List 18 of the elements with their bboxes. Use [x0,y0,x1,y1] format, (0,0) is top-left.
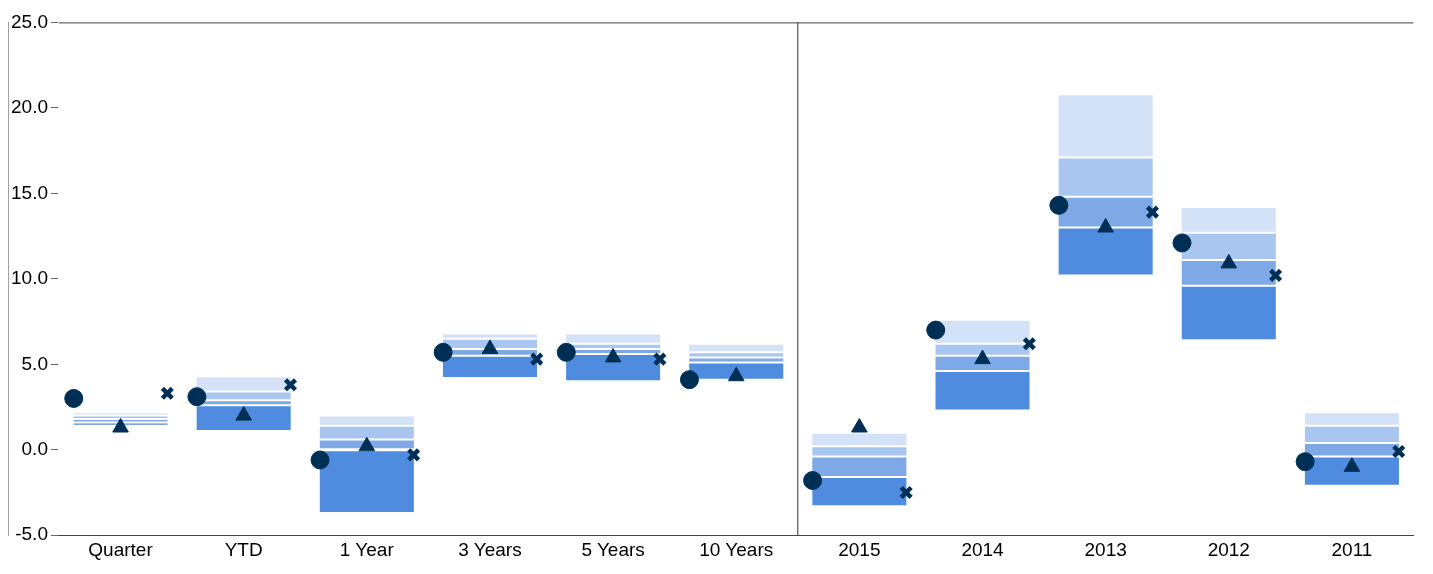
x-tick-label: YTD [224,538,263,560]
x-tick-label: 2014 [961,538,1005,560]
x-tick-label: 2012 [1207,538,1250,560]
x-tick-label: 1 Year [339,538,395,560]
y-tick-label: 25.0 [11,10,48,32]
y-tick-label: 0.0 [21,437,48,459]
x-tick-label: 2015 [838,538,881,560]
x-tick-label: 5 Years [581,538,645,560]
y-tick-label: 20.0 [11,96,48,118]
y-tick-label: 10.0 [11,267,48,289]
x-tick-label: Quarter [88,538,154,560]
x-tick-label: 10 Years [699,538,774,560]
x-tick-label: 3 Years [458,538,522,560]
x-tick-label: 2011 [1331,538,1373,560]
y-tick-label: -5.0 [15,523,48,545]
x-tick-label: 2013 [1084,538,1127,560]
y-tick-label: 15.0 [11,181,48,203]
y-tick-label: 5.0 [21,352,48,374]
